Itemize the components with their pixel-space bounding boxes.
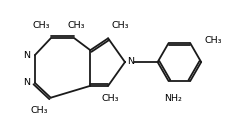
- Text: NH₂: NH₂: [164, 94, 182, 103]
- Text: N: N: [23, 51, 30, 60]
- Text: CH₃: CH₃: [68, 21, 85, 30]
- Text: N: N: [127, 57, 134, 66]
- Text: CH₃: CH₃: [101, 94, 119, 103]
- Text: CH₃: CH₃: [111, 21, 129, 30]
- Text: CH₃: CH₃: [30, 106, 48, 115]
- Text: CH₃: CH₃: [32, 21, 49, 30]
- Text: N: N: [23, 78, 30, 87]
- Text: CH₃: CH₃: [204, 36, 222, 45]
